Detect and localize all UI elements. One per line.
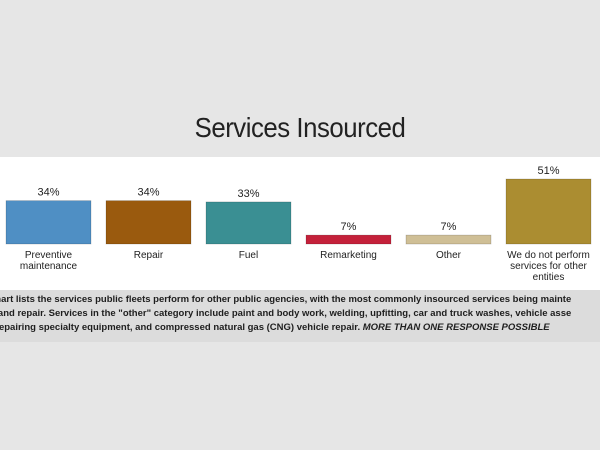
category-label-we-do-not-perform-services-for-other-entities-line-1: We do not perform [507, 250, 590, 261]
value-label-other: 7% [441, 221, 457, 233]
chart-title: Services Insourced [194, 112, 406, 143]
caption-line-3: , repairing specialty equipment, and com… [0, 322, 550, 333]
bar-fuel [205, 201, 292, 245]
category-label-repair: Repair [134, 250, 164, 261]
value-label-repair: 34% [137, 187, 159, 199]
caption-line-1: chart lists the services public fleets p… [0, 294, 572, 305]
category-label-we-do-not-perform-services-for-other-entities-line-3: entities [533, 272, 565, 283]
category-label-fuel: Fuel [239, 250, 258, 261]
category-label-we-do-not-perform-services-for-other-entities-line-2: services for other [510, 261, 587, 272]
bar-we-do-not-perform-services-for-other-entities [505, 178, 592, 245]
value-label-we-do-not-perform-services-for-other-entities: 51% [537, 165, 559, 177]
chart-caption: chart lists the services public fleets p… [0, 290, 600, 342]
plot-area: 34% Preventive maintenance 34% Repair 33% Fuel… [0, 157, 600, 290]
category-label-preventive-maintenance-line-2: maintenance [20, 261, 78, 272]
bar-other [405, 234, 492, 245]
caption-line-2: e and repair. Services in the "other" ca… [0, 308, 572, 319]
value-label-remarketing: 7% [341, 221, 357, 233]
category-label-preventive-maintenance-line-1: Preventive [25, 250, 73, 261]
value-label-preventive-maintenance: 34% [37, 187, 59, 199]
value-label-fuel: 33% [237, 188, 259, 200]
bar-remarketing [305, 234, 392, 245]
caption-line-3-text: , repairing specialty equipment, and com… [0, 322, 363, 333]
caption-emphasis: MORE THAN ONE RESPONSE POSSIBLE [362, 322, 550, 333]
bar-repair [105, 200, 192, 245]
bar-preventive-maintenance [5, 200, 92, 245]
category-label-other: Other [436, 250, 462, 261]
category-label-remarketing: Remarketing [320, 250, 377, 261]
